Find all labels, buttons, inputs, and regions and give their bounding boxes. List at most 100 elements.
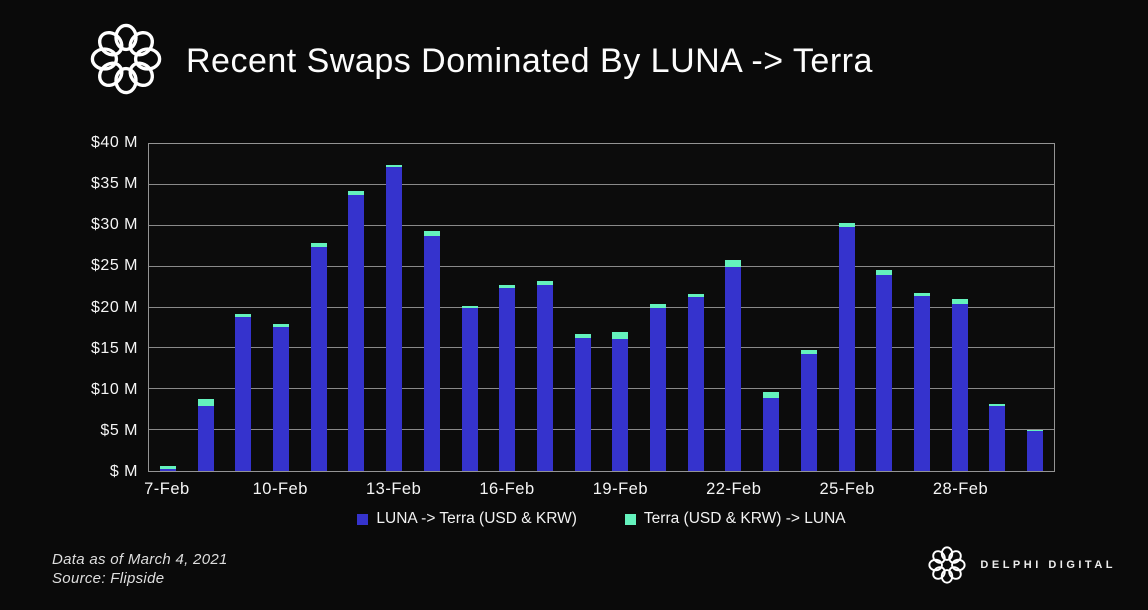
bar-24-Feb xyxy=(790,144,828,471)
gridline-10 xyxy=(149,388,1054,390)
bar-14-Feb xyxy=(413,144,451,471)
legend-item-luna-to-terra: LUNA -> Terra (USD & KRW) xyxy=(357,510,577,528)
bar-segment-terra-to-luna xyxy=(574,334,591,338)
bar-segment-terra-to-luna xyxy=(536,280,553,285)
bar-segment-luna-to-terra xyxy=(725,266,742,471)
bar-9-Feb xyxy=(224,144,262,471)
page-title: Recent Swaps Dominated By LUNA -> Terra xyxy=(186,42,873,80)
x-tick-25-Feb: 25-Feb xyxy=(819,480,875,498)
bar-segment-luna-to-terra xyxy=(574,337,591,471)
gridline-30 xyxy=(149,224,1054,226)
bar-18-Feb xyxy=(564,144,602,471)
bar-2-Mar xyxy=(1016,144,1054,471)
y-tick-15M: $15 M xyxy=(91,339,138,357)
footnote-source: Source: Flipside xyxy=(52,569,165,587)
x-tick-7-Feb: 7-Feb xyxy=(144,480,190,498)
x-tick-13-Feb: 13-Feb xyxy=(366,480,422,498)
bar-segment-terra-to-luna xyxy=(461,305,478,309)
bar-segment-terra-to-luna xyxy=(687,293,704,297)
delphi-knot-logo-small-icon xyxy=(928,546,967,584)
bar-11-Feb xyxy=(300,144,338,471)
bar-segment-terra-to-luna xyxy=(348,190,365,195)
x-tick-22-Feb: 22-Feb xyxy=(706,480,762,498)
bar-segment-terra-to-luna xyxy=(159,466,176,470)
bar-23-Feb xyxy=(752,144,790,471)
bar-segment-luna-to-terra xyxy=(876,274,893,471)
y-tick-40M: $40 M xyxy=(91,134,138,151)
bar-segment-luna-to-terra xyxy=(272,327,289,471)
bar-19-Feb xyxy=(602,144,640,471)
legend-swatch-icon xyxy=(624,513,636,525)
gridline-15 xyxy=(149,347,1054,349)
footnote: Data as of March 4, 2021 Source: Flipsid… xyxy=(52,551,228,589)
x-tick-16-Feb: 16-Feb xyxy=(479,480,535,498)
bar-segment-luna-to-terra xyxy=(536,284,553,471)
bar-segment-luna-to-terra xyxy=(914,296,930,471)
bar-segment-terra-to-luna xyxy=(989,403,1006,407)
bar-10-Feb xyxy=(262,144,300,471)
bar-segment-terra-to-luna xyxy=(272,323,289,328)
x-tick-19-Feb: 19-Feb xyxy=(592,480,649,498)
bar-27-Feb xyxy=(903,144,941,471)
y-tick-10M: $10 M xyxy=(91,380,138,398)
delphi-knot-logo-icon xyxy=(90,23,162,95)
bar-segment-luna-to-terra xyxy=(348,194,365,471)
bar-1-Mar xyxy=(979,144,1017,471)
gridline-25 xyxy=(149,265,1054,267)
bar-28-Feb xyxy=(941,144,979,471)
brand-mark: DELPHI DIGITAL xyxy=(926,542,1116,588)
bar-segment-terra-to-luna xyxy=(386,165,403,167)
legend-label: Terra (USD & KRW) -> LUNA xyxy=(643,510,846,527)
bar-segment-terra-to-luna xyxy=(725,260,742,267)
bar-segment-luna-to-terra xyxy=(800,354,817,471)
y-tick-30M: $30 M xyxy=(91,216,138,234)
bar-26-Feb xyxy=(865,144,903,471)
bar-segment-terra-to-luna xyxy=(235,314,252,317)
bar-segment-luna-to-terra xyxy=(650,308,667,471)
y-tick-25M: $25 M xyxy=(91,257,138,275)
bar-segment-terra-to-luna xyxy=(612,332,629,339)
gridline-35 xyxy=(149,183,1054,185)
bar-25-Feb xyxy=(828,144,866,471)
legend-swatch-icon xyxy=(357,513,369,525)
bar-segment-luna-to-terra xyxy=(838,227,855,471)
bar-7-Feb xyxy=(149,144,187,471)
bar-segment-terra-to-luna xyxy=(499,284,516,288)
bar-segment-terra-to-luna xyxy=(197,399,214,407)
bar-segment-luna-to-terra xyxy=(687,296,704,471)
bar-21-Feb xyxy=(677,144,715,471)
chart-legend: LUNA -> Terra (USD & KRW) Terra (USD & KR… xyxy=(148,510,1055,528)
bar-segment-terra-to-luna xyxy=(1027,430,1044,431)
y-tick-35M: $35 M xyxy=(91,175,138,193)
brand-name: DELPHI DIGITAL xyxy=(980,559,1116,571)
legend-item-terra-to-luna: Terra (USD & KRW) -> LUNA xyxy=(624,510,846,528)
bar-segment-terra-to-luna xyxy=(800,350,817,355)
bar-segment-terra-to-luna xyxy=(310,242,327,248)
bar-16-Feb xyxy=(488,144,526,471)
bar-segment-terra-to-luna xyxy=(423,231,440,236)
bar-12-Feb xyxy=(338,144,376,471)
bar-segment-luna-to-terra xyxy=(612,338,629,471)
y-tick-M: $ M xyxy=(109,463,138,480)
bar-15-Feb xyxy=(451,144,489,471)
bar-segment-luna-to-terra xyxy=(989,406,1006,471)
bar-segment-luna-to-terra xyxy=(763,398,780,471)
bar-8-Feb xyxy=(187,144,225,471)
bar-segment-luna-to-terra xyxy=(235,316,252,471)
bar-segment-terra-to-luna xyxy=(876,269,893,275)
bar-13-Feb xyxy=(375,144,413,471)
bar-segment-luna-to-terra xyxy=(159,469,176,471)
bar-segment-luna-to-terra xyxy=(499,287,516,471)
legend-label: LUNA -> Terra (USD & KRW) xyxy=(376,510,577,527)
bar-segment-luna-to-terra xyxy=(386,166,403,471)
bar-segment-luna-to-terra xyxy=(951,304,968,471)
bar-segment-terra-to-luna xyxy=(763,391,780,399)
plot-area xyxy=(148,143,1055,472)
y-tick-5M: $5 M xyxy=(100,421,138,439)
bar-22-Feb xyxy=(715,144,753,471)
bar-20-Feb xyxy=(639,144,677,471)
bar-segment-terra-to-luna xyxy=(914,292,930,297)
gridline-20 xyxy=(149,306,1054,308)
bar-segment-luna-to-terra xyxy=(310,247,327,471)
